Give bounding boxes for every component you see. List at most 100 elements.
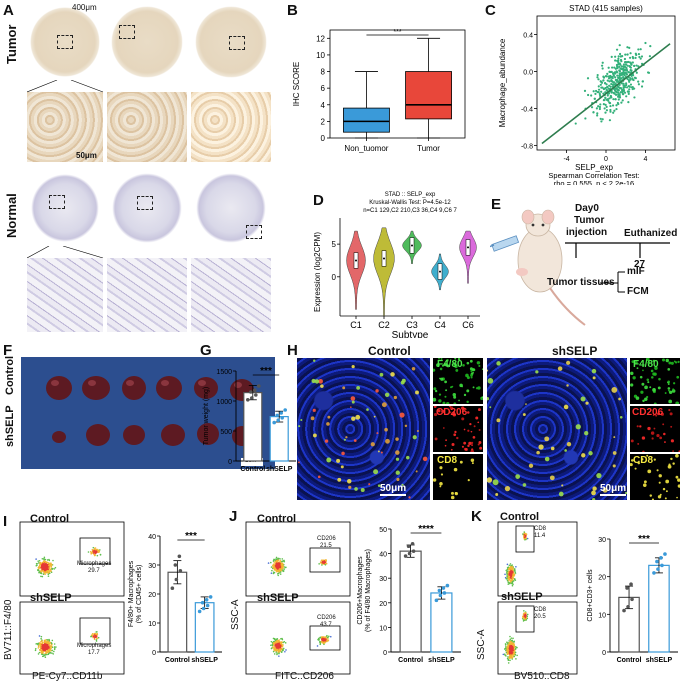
flow-event bbox=[513, 648, 516, 650]
tumor-photo bbox=[46, 376, 263, 466]
flow-event bbox=[522, 615, 524, 618]
c-point bbox=[626, 77, 629, 81]
cell-signal bbox=[642, 450, 645, 452]
flow-event bbox=[280, 569, 283, 572]
c-point bbox=[626, 46, 629, 49]
c-point bbox=[596, 76, 599, 79]
d-title3: n=C1 129,C2 210,C3 36,C4 9,C6 7 bbox=[363, 208, 457, 214]
flow-event bbox=[270, 644, 272, 647]
cell-signal bbox=[448, 406, 451, 408]
c-point bbox=[606, 85, 609, 89]
flow-event bbox=[52, 559, 54, 562]
cell-signal bbox=[434, 389, 438, 393]
cell-signal bbox=[641, 382, 645, 386]
flow-event bbox=[270, 561, 272, 564]
flow-event bbox=[46, 649, 49, 652]
cell-signal bbox=[459, 460, 463, 464]
c-point bbox=[618, 69, 621, 72]
c-point bbox=[574, 122, 577, 125]
i-bar bbox=[194, 602, 215, 653]
cell-signal bbox=[672, 450, 674, 452]
c-point bbox=[608, 101, 612, 105]
flow-event bbox=[277, 574, 280, 577]
c-point bbox=[635, 71, 638, 74]
flow-event bbox=[279, 573, 282, 575]
cell-signal bbox=[466, 361, 470, 365]
c-point bbox=[631, 61, 634, 64]
flow-event bbox=[45, 652, 48, 654]
cell-signal bbox=[675, 454, 679, 458]
flow-event bbox=[273, 638, 276, 641]
c-point bbox=[627, 92, 630, 95]
flow-event bbox=[275, 568, 278, 571]
k-point bbox=[659, 556, 663, 560]
cell-signal bbox=[380, 451, 383, 454]
flow-event bbox=[507, 577, 510, 579]
cell-signal bbox=[668, 408, 671, 412]
cell-signal bbox=[655, 414, 658, 417]
cell-signal bbox=[477, 386, 481, 390]
flow-event bbox=[507, 647, 509, 649]
cell-signal bbox=[653, 458, 656, 461]
cell-signal bbox=[592, 376, 596, 380]
flow-event bbox=[509, 566, 511, 569]
flow-event bbox=[522, 533, 524, 535]
c-point bbox=[624, 63, 628, 66]
c-point bbox=[596, 114, 599, 117]
flow-event bbox=[512, 649, 514, 652]
c-point bbox=[638, 55, 641, 59]
flow-event bbox=[50, 566, 52, 568]
flow-event bbox=[276, 641, 278, 644]
cell-signal bbox=[591, 490, 596, 496]
c-point bbox=[629, 83, 633, 86]
cell-signal bbox=[650, 431, 655, 435]
c-point bbox=[606, 72, 609, 75]
cell-signal bbox=[642, 369, 644, 372]
flow-event bbox=[38, 651, 41, 654]
flow-event bbox=[513, 652, 516, 655]
flow-event bbox=[316, 645, 319, 647]
flow-event bbox=[511, 570, 513, 573]
cell-signal bbox=[566, 360, 571, 365]
cell-signal bbox=[651, 437, 654, 440]
k-val-sh: 20.5 bbox=[534, 614, 546, 620]
cell-signal bbox=[312, 433, 317, 438]
flow-event bbox=[515, 658, 517, 660]
flow-event bbox=[93, 635, 95, 637]
cell-signal bbox=[469, 423, 472, 426]
c-point bbox=[629, 52, 632, 55]
cell-signal bbox=[404, 424, 408, 428]
flow-event bbox=[279, 646, 282, 649]
c-point bbox=[617, 57, 620, 60]
h-scale-control: 50μm bbox=[380, 483, 407, 496]
flow-event bbox=[50, 645, 52, 647]
flow-event bbox=[44, 653, 47, 656]
j-control: Control bbox=[257, 513, 297, 525]
cell-signal bbox=[522, 483, 527, 487]
j-point bbox=[407, 551, 412, 556]
cell-signal bbox=[566, 442, 572, 447]
h-f480-label-1: F4/80 bbox=[437, 359, 463, 370]
cell-signal bbox=[669, 412, 673, 416]
flow-event bbox=[43, 557, 45, 560]
b-xtick-label: Non_tuomor bbox=[344, 144, 388, 153]
flow-event bbox=[49, 642, 51, 644]
c-point bbox=[631, 77, 634, 80]
panel-a-label: A bbox=[3, 2, 14, 19]
flow-event bbox=[94, 548, 96, 551]
cell-signal bbox=[446, 358, 449, 362]
flow-event bbox=[277, 640, 280, 643]
cell-signal bbox=[481, 368, 483, 371]
c-ytick-label: 0.4 bbox=[523, 32, 533, 39]
cell-signal bbox=[461, 417, 465, 421]
g-ytick-label: 1500 bbox=[216, 369, 232, 376]
i-control: Control bbox=[30, 513, 70, 525]
cell-signal bbox=[630, 459, 634, 462]
cell-signal bbox=[356, 385, 361, 390]
k-point bbox=[652, 571, 656, 575]
c-point bbox=[616, 74, 619, 77]
c-point bbox=[640, 85, 644, 88]
flow-event bbox=[504, 643, 507, 645]
flow-event bbox=[326, 634, 328, 637]
c-point bbox=[622, 75, 625, 79]
